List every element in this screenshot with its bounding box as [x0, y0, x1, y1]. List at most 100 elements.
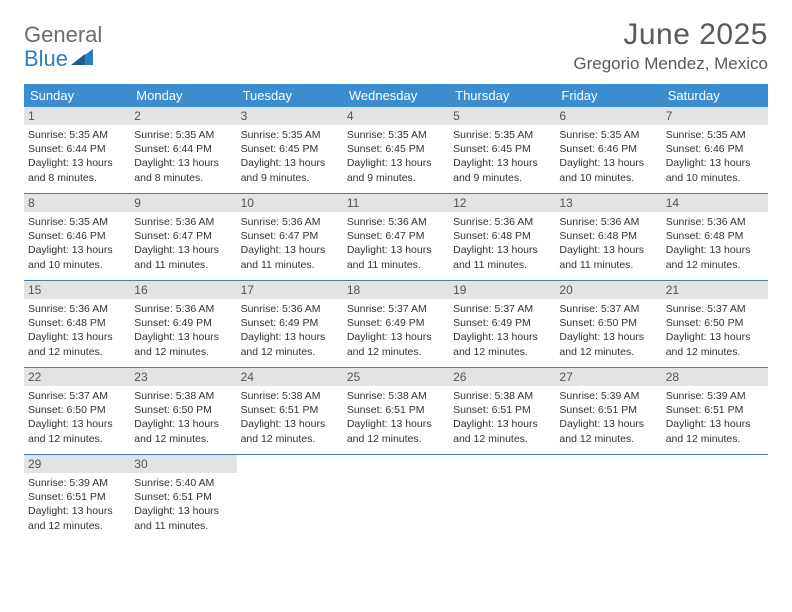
day-cell	[449, 455, 555, 542]
day-number: 15	[24, 281, 130, 299]
day-number: 5	[449, 107, 555, 125]
info-line: and 11 minutes.	[241, 258, 339, 272]
info-line: Sunset: 6:45 PM	[453, 142, 551, 156]
weekday-header: Tuesday	[237, 84, 343, 107]
day-number: 11	[343, 194, 449, 212]
day-info: Sunrise: 5:36 AMSunset: 6:47 PMDaylight:…	[241, 215, 339, 272]
info-line: Sunset: 6:51 PM	[559, 403, 657, 417]
info-line: Daylight: 13 hours	[28, 417, 126, 431]
day-cell: 28Sunrise: 5:39 AMSunset: 6:51 PMDayligh…	[662, 368, 768, 455]
info-line: Daylight: 13 hours	[559, 330, 657, 344]
day-number: 3	[237, 107, 343, 125]
info-line: Sunset: 6:48 PM	[559, 229, 657, 243]
info-line: Sunset: 6:50 PM	[666, 316, 764, 330]
day-cell	[237, 455, 343, 542]
day-number: 21	[662, 281, 768, 299]
logo-triangle-icon	[71, 49, 93, 70]
day-cell: 18Sunrise: 5:37 AMSunset: 6:49 PMDayligh…	[343, 281, 449, 368]
logo-text-blue: Blue	[24, 46, 68, 72]
weekday-header: Monday	[130, 84, 236, 107]
info-line: Sunset: 6:51 PM	[666, 403, 764, 417]
info-line: and 12 minutes.	[347, 432, 445, 446]
info-line: Daylight: 13 hours	[28, 243, 126, 257]
info-line: and 8 minutes.	[28, 171, 126, 185]
day-cell	[662, 455, 768, 542]
info-line: Daylight: 13 hours	[134, 243, 232, 257]
info-line: Sunset: 6:46 PM	[559, 142, 657, 156]
info-line: Daylight: 13 hours	[28, 156, 126, 170]
info-line: Daylight: 13 hours	[559, 156, 657, 170]
day-info: Sunrise: 5:35 AMSunset: 6:46 PMDaylight:…	[28, 215, 126, 272]
info-line: Daylight: 13 hours	[666, 156, 764, 170]
day-cell: 22Sunrise: 5:37 AMSunset: 6:50 PMDayligh…	[24, 368, 130, 455]
day-cell: 11Sunrise: 5:36 AMSunset: 6:47 PMDayligh…	[343, 194, 449, 281]
info-line: and 12 minutes.	[241, 345, 339, 359]
info-line: Daylight: 13 hours	[134, 417, 232, 431]
location-subtitle: Gregorio Mendez, Mexico	[573, 54, 768, 74]
info-line: Sunset: 6:45 PM	[347, 142, 445, 156]
day-info: Sunrise: 5:37 AMSunset: 6:50 PMDaylight:…	[666, 302, 764, 359]
info-line: Sunset: 6:51 PM	[453, 403, 551, 417]
info-line: and 10 minutes.	[28, 258, 126, 272]
week-row: 22Sunrise: 5:37 AMSunset: 6:50 PMDayligh…	[24, 368, 768, 455]
day-info: Sunrise: 5:35 AMSunset: 6:44 PMDaylight:…	[28, 128, 126, 185]
info-line: Sunrise: 5:35 AM	[28, 128, 126, 142]
day-number: 8	[24, 194, 130, 212]
day-cell: 6 Sunrise: 5:35 AMSunset: 6:46 PMDaylight…	[555, 107, 661, 194]
info-line: Daylight: 13 hours	[134, 504, 232, 518]
brand-logo: General Blue	[24, 24, 102, 72]
info-line: Sunset: 6:49 PM	[453, 316, 551, 330]
info-line: Sunrise: 5:35 AM	[241, 128, 339, 142]
day-cell: 20Sunrise: 5:37 AMSunset: 6:50 PMDayligh…	[555, 281, 661, 368]
day-cell: 30Sunrise: 5:40 AMSunset: 6:51 PMDayligh…	[130, 455, 236, 542]
info-line: Daylight: 13 hours	[241, 330, 339, 344]
weekday-header: Saturday	[662, 84, 768, 107]
info-line: Sunset: 6:47 PM	[347, 229, 445, 243]
day-cell: 5 Sunrise: 5:35 AMSunset: 6:45 PMDaylight…	[449, 107, 555, 194]
info-line: Daylight: 13 hours	[134, 156, 232, 170]
info-line: and 12 minutes.	[28, 345, 126, 359]
info-line: Sunset: 6:44 PM	[134, 142, 232, 156]
day-number: 13	[555, 194, 661, 212]
day-cell	[555, 455, 661, 542]
day-cell: 17Sunrise: 5:36 AMSunset: 6:49 PMDayligh…	[237, 281, 343, 368]
day-number: 9	[130, 194, 236, 212]
info-line: and 12 minutes.	[559, 345, 657, 359]
info-line: Sunrise: 5:35 AM	[666, 128, 764, 142]
info-line: Sunset: 6:46 PM	[28, 229, 126, 243]
info-line: Sunrise: 5:35 AM	[347, 128, 445, 142]
week-row: 29Sunrise: 5:39 AMSunset: 6:51 PMDayligh…	[24, 455, 768, 542]
day-info: Sunrise: 5:35 AMSunset: 6:45 PMDaylight:…	[453, 128, 551, 185]
weekday-header: Thursday	[449, 84, 555, 107]
day-cell: 9Sunrise: 5:36 AMSunset: 6:47 PMDaylight…	[130, 194, 236, 281]
day-cell	[343, 455, 449, 542]
info-line: and 9 minutes.	[453, 171, 551, 185]
day-info: Sunrise: 5:35 AMSunset: 6:45 PMDaylight:…	[241, 128, 339, 185]
info-line: Daylight: 13 hours	[241, 417, 339, 431]
info-line: Sunrise: 5:36 AM	[134, 302, 232, 316]
info-line: Daylight: 13 hours	[241, 243, 339, 257]
info-line: Sunset: 6:46 PM	[666, 142, 764, 156]
day-number: 25	[343, 368, 449, 386]
day-number: 6	[555, 107, 661, 125]
day-info: Sunrise: 5:35 AMSunset: 6:46 PMDaylight:…	[559, 128, 657, 185]
info-line: and 12 minutes.	[453, 432, 551, 446]
day-info: Sunrise: 5:38 AMSunset: 6:50 PMDaylight:…	[134, 389, 232, 446]
info-line: and 12 minutes.	[28, 519, 126, 533]
info-line: Sunrise: 5:37 AM	[666, 302, 764, 316]
weekday-header: Sunday	[24, 84, 130, 107]
day-info: Sunrise: 5:37 AMSunset: 6:50 PMDaylight:…	[28, 389, 126, 446]
info-line: and 9 minutes.	[241, 171, 339, 185]
day-info: Sunrise: 5:39 AMSunset: 6:51 PMDaylight:…	[559, 389, 657, 446]
info-line: Sunrise: 5:37 AM	[559, 302, 657, 316]
day-info: Sunrise: 5:35 AMSunset: 6:46 PMDaylight:…	[666, 128, 764, 185]
info-line: Sunrise: 5:39 AM	[28, 476, 126, 490]
info-line: Sunset: 6:49 PM	[241, 316, 339, 330]
info-line: Daylight: 13 hours	[666, 330, 764, 344]
info-line: Sunrise: 5:38 AM	[134, 389, 232, 403]
day-info: Sunrise: 5:38 AMSunset: 6:51 PMDaylight:…	[241, 389, 339, 446]
info-line: Sunset: 6:51 PM	[134, 490, 232, 504]
day-info: Sunrise: 5:37 AMSunset: 6:49 PMDaylight:…	[347, 302, 445, 359]
day-info: Sunrise: 5:36 AMSunset: 6:49 PMDaylight:…	[241, 302, 339, 359]
info-line: Sunset: 6:48 PM	[666, 229, 764, 243]
